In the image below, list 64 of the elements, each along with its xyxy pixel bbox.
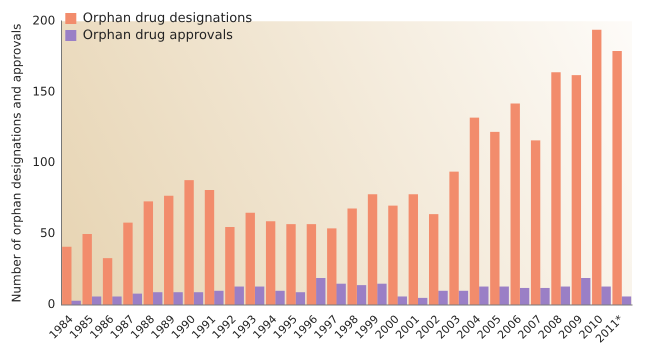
bar	[347, 208, 357, 304]
bar	[112, 296, 122, 304]
bar	[356, 285, 366, 304]
bar	[368, 194, 378, 304]
bar	[71, 300, 81, 304]
bar	[398, 296, 407, 304]
bar	[204, 190, 214, 304]
bar	[572, 75, 582, 304]
y-tick-label: 50	[40, 226, 56, 240]
bar	[510, 103, 520, 304]
legend-label: Orphan drug designations	[82, 10, 252, 26]
bar	[214, 290, 224, 304]
bar	[123, 222, 133, 304]
bar	[601, 286, 611, 304]
bar	[82, 234, 92, 304]
bar	[184, 180, 194, 304]
bar	[316, 278, 326, 304]
bar	[225, 226, 235, 304]
bar	[194, 292, 204, 304]
legend-label: Orphan drug approvals	[82, 28, 234, 43]
bar	[592, 30, 602, 304]
bar	[327, 228, 336, 304]
bar	[234, 286, 244, 304]
bar	[102, 258, 112, 304]
bar	[470, 118, 480, 304]
bar	[458, 290, 468, 304]
bar	[62, 246, 72, 304]
bar	[560, 286, 570, 304]
bar	[275, 290, 285, 304]
bar	[132, 294, 142, 304]
bar	[266, 221, 276, 304]
bar	[296, 292, 306, 304]
bar	[164, 196, 174, 304]
bar	[336, 284, 346, 304]
bar	[144, 201, 154, 304]
y-axis-title: Number of orphan designations and approvals	[9, 24, 24, 303]
y-tick-label: 150	[32, 84, 56, 98]
bar	[540, 288, 550, 304]
bar	[530, 140, 540, 304]
bar	[408, 194, 418, 304]
bar	[438, 290, 448, 304]
bar	[306, 224, 316, 304]
bar	[581, 278, 590, 304]
bar	[622, 296, 632, 304]
bar	[377, 284, 387, 304]
bar	[153, 292, 162, 304]
y-tick-label: 0	[48, 297, 56, 312]
y-tick-label: 100	[32, 155, 56, 170]
y-tick-label: 200	[32, 13, 56, 28]
bar	[173, 292, 183, 304]
bar	[490, 132, 500, 304]
bar	[500, 286, 509, 304]
bar	[479, 286, 489, 304]
bar	[388, 206, 398, 304]
bar	[520, 288, 530, 304]
bar	[286, 224, 296, 304]
bar	[92, 296, 102, 304]
bar	[254, 286, 264, 304]
bar	[551, 72, 561, 304]
bar	[428, 214, 438, 304]
bar	[612, 50, 622, 304]
bar	[246, 212, 255, 304]
bar	[418, 298, 428, 304]
bar	[449, 172, 459, 304]
